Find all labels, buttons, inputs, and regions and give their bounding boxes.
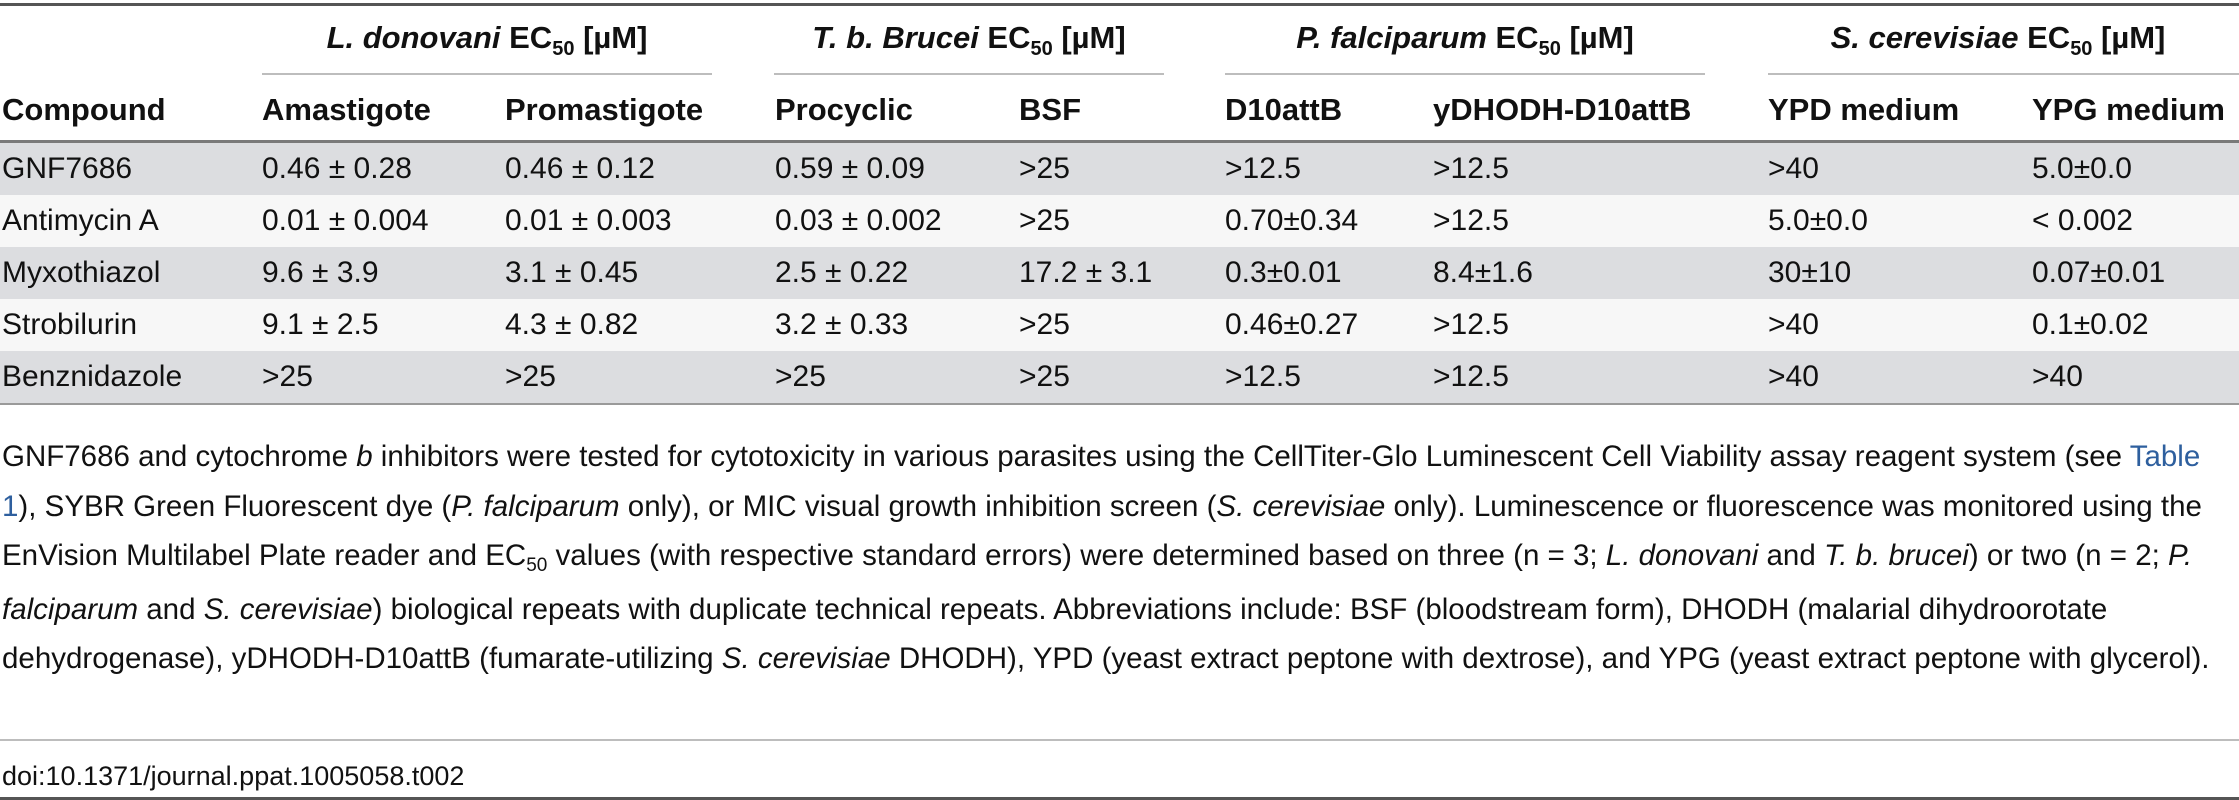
table-cell: 0.59 ± 0.09	[775, 152, 925, 185]
table-cell: >40	[2032, 360, 2083, 393]
column-header-compound: Compound	[2, 92, 166, 127]
table-cell: >25	[1019, 152, 1070, 185]
table-cell: 3.2 ± 0.33	[775, 308, 909, 341]
table-cell: 17.2 ± 3.1	[1019, 256, 1153, 289]
column-header-promastigote: Promastigote	[505, 92, 704, 127]
table-row: Antimycin A 0.01 ± 0.004 0.01 ± 0.003 0.…	[0, 195, 2239, 247]
table-cell: >40	[1768, 360, 1819, 393]
table-cell: 5.0±0.0	[2032, 152, 2132, 185]
table-cell: 0.01 ± 0.003	[505, 204, 672, 237]
column-header-d10attb: D10attB	[1225, 92, 1343, 127]
table-cell: 0.46 ± 0.28	[262, 152, 412, 185]
column-header-bsf: BSF	[1019, 92, 1081, 127]
table-cell: >12.5	[1225, 152, 1301, 185]
table-cell: >25	[505, 360, 556, 393]
table-cell: >12.5	[1433, 308, 1509, 341]
table-cell: >12.5	[1433, 360, 1509, 393]
table-cell: >12.5	[1225, 360, 1301, 393]
table-cell: >25	[1019, 204, 1070, 237]
table-cell: 0.46±0.27	[1225, 308, 1359, 341]
table-cell: 9.1 ± 2.5	[262, 308, 379, 341]
table-cell: 5.0±0.0	[1768, 204, 1868, 237]
compound-cell: Antimycin A	[2, 204, 159, 237]
table-cell: 0.01 ± 0.004	[262, 204, 429, 237]
table-cell: 2.5 ± 0.22	[775, 256, 909, 289]
table-top-border	[0, 3, 2239, 6]
table-cell: >40	[1768, 308, 1819, 341]
table-row: Myxothiazol 9.6 ± 3.9 3.1 ± 0.45 2.5 ± 0…	[0, 247, 2239, 299]
group-header-p-falciparum: P. falciparum EC50 [µM]	[1296, 20, 1634, 60]
group-header-l-donovani: L. donovani EC50 [µM]	[326, 20, 648, 60]
group-underline-s-cerevisiae	[1768, 73, 2239, 75]
table-1-link[interactable]: Table 1	[2, 440, 2201, 523]
compound-cell: Myxothiazol	[2, 256, 161, 289]
group-header-s-cerevisiae: S. cerevisiae EC50 [µM]	[1830, 20, 2166, 60]
group-underline-l-donovani	[262, 73, 712, 75]
group-underline-t-b-brucei	[774, 73, 1164, 75]
table-cell: >25	[262, 360, 313, 393]
group-header-t-b-brucei: T. b. Brucei EC50 [µM]	[812, 20, 1126, 60]
header-rule	[0, 140, 2239, 143]
table-cell: >25	[1019, 308, 1070, 341]
table-cell: 0.3±0.01	[1225, 256, 1342, 289]
table-cell: 9.6 ± 3.9	[262, 256, 379, 289]
compound-cell: Benznidazole	[2, 360, 183, 393]
compound-cell: Strobilurin	[2, 308, 138, 341]
table-cell: 3.1 ± 0.45	[505, 256, 639, 289]
table-cell: >12.5	[1433, 204, 1509, 237]
column-header-ypg-medium: YPG medium	[2032, 92, 2225, 127]
footer-rule	[0, 739, 2239, 741]
table-bottom-border	[0, 797, 2239, 800]
group-underline-p-falciparum	[1225, 73, 1705, 75]
table-cell: 4.3 ± 0.82	[505, 308, 639, 341]
table-row: Strobilurin 9.1 ± 2.5 4.3 ± 0.82 3.2 ± 0…	[0, 299, 2239, 351]
column-header-procyclic: Procyclic	[775, 92, 913, 127]
table-cell: 0.46 ± 0.12	[505, 152, 655, 185]
column-header-amastigote: Amastigote	[262, 92, 431, 127]
column-header-ypd-medium: YPD medium	[1768, 92, 1960, 127]
table-row: GNF7686 0.46 ± 0.28 0.46 ± 0.12 0.59 ± 0…	[0, 143, 2239, 195]
column-header-ydhodh-d10attb: yDHODH-D10attB	[1433, 92, 1692, 127]
table-row: Benznidazole >25 >25 >25 >25 >12.5 >12.5…	[0, 351, 2239, 403]
table-cell: 0.1±0.02	[2032, 308, 2149, 341]
table-cell: < 0.002	[2032, 204, 2133, 237]
table-footnote: GNF7686 and cytochrome b inhibitors were…	[2, 440, 2210, 675]
table-cell: 0.03 ± 0.002	[775, 204, 942, 237]
table-cell: >40	[1768, 152, 1819, 185]
table-cell: >12.5	[1433, 152, 1509, 185]
doi-label: doi:10.1371/journal.ppat.1005058.t002	[2, 761, 465, 791]
table-cell: >25	[775, 360, 826, 393]
table-cell: 0.07±0.01	[2032, 256, 2166, 289]
body-rule	[0, 403, 2239, 405]
compound-cell: GNF7686	[2, 152, 133, 185]
table-cell: 8.4±1.6	[1433, 256, 1533, 289]
table-cell: 0.70±0.34	[1225, 204, 1359, 237]
table-cell: >25	[1019, 360, 1070, 393]
table-cell: 30±10	[1768, 256, 1852, 289]
